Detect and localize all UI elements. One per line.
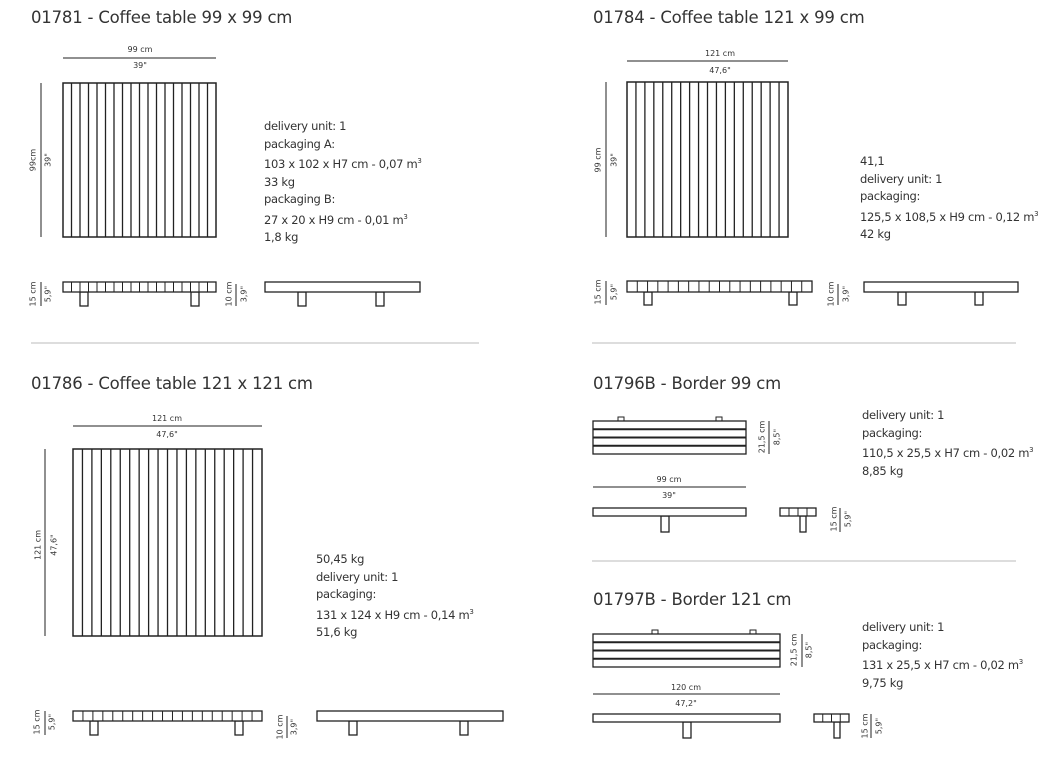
- spec-line: 9,75 kg: [862, 675, 904, 690]
- table-side-view: [316, 710, 504, 722]
- table-side-view: [72, 710, 263, 722]
- border-leg: [833, 721, 841, 739]
- table-leg: [788, 291, 798, 306]
- spec-line: packaging B:: [264, 192, 336, 207]
- table-leg: [234, 720, 244, 736]
- table-leg: [375, 291, 385, 307]
- depth-cm-label: 121 cm: [33, 529, 43, 561]
- product-title: 01797B - Border 121 cm: [593, 590, 792, 609]
- spec-list: delivery unit: 1 packaging A: 103 x 102 …: [264, 118, 422, 247]
- height2-in-label: 3,9": [239, 285, 249, 303]
- height2-in-label: 3,9": [289, 718, 299, 736]
- depth-cm-label: 99cm: [28, 148, 38, 172]
- spec-line: packaging:: [860, 189, 921, 204]
- spec-line: 50,45 kg: [316, 552, 365, 566]
- spec-line: 110,5 x 25,5 x H7 cm - 0,02 m3: [862, 446, 1034, 461]
- border-leg: [799, 515, 807, 533]
- spec-line: 103 x 102 x H7 cm - 0,07 m3: [264, 157, 422, 172]
- spec-line: 1,8 kg: [264, 230, 299, 245]
- depth-in-label: 39": [43, 153, 53, 167]
- spec-line: 125,5 x 108,5 x H9 cm - 0,12 m3: [860, 209, 1039, 224]
- width-cm-label: 99 cm: [127, 45, 153, 54]
- height-cm-label: 15 cm: [593, 279, 603, 305]
- spec-line: packaging:: [316, 587, 377, 602]
- height-cm-label: 15 cm: [32, 709, 42, 735]
- width-in-label: 39": [662, 491, 676, 500]
- product-title: 01786 - Coffee table 121 x 121 cm: [31, 374, 313, 393]
- width-cm-label: 99 cm: [656, 475, 682, 484]
- table-side-view: [863, 281, 1019, 293]
- spec-list: delivery unit: 1 packaging: 131 x 25,5 x…: [862, 619, 1023, 692]
- border-side-view: [592, 507, 747, 517]
- spec-line: 33 kg: [264, 174, 295, 189]
- height2-cm-label: 10 cm: [275, 714, 285, 740]
- table-leg: [459, 720, 469, 736]
- height2-cm-label: 10 cm: [224, 281, 234, 307]
- spec-line: delivery unit: 1: [862, 620, 945, 634]
- height-cm-label: 15 cm: [860, 713, 870, 739]
- border-leg: [660, 515, 670, 533]
- spec-line: 27 x 20 x H9 cm - 0,01 m3: [264, 212, 408, 227]
- front-height-cm-label: 21,5 cm: [789, 633, 799, 667]
- width-cm-label: 121 cm: [151, 414, 183, 423]
- front-height-in-label: 8,5": [772, 428, 782, 446]
- width-cm-label: 121 cm: [704, 49, 736, 58]
- height-in-label: 5,9": [47, 713, 57, 731]
- table-side-view: [264, 281, 421, 293]
- product-title: 01784 - Coffee table 121 x 99 cm: [593, 8, 865, 27]
- spec-line: 8,85 kg: [862, 463, 904, 478]
- depth-cm-label: 99 cm: [593, 147, 603, 173]
- spec-list: 50,45 kg delivery unit: 1 packaging: 131…: [316, 551, 474, 642]
- height-in-label: 5,9": [43, 285, 53, 303]
- depth-in-label: 39": [609, 153, 619, 167]
- table-leg: [897, 291, 907, 306]
- spec-line: packaging:: [862, 637, 923, 652]
- width-in-label: 47,2": [675, 699, 697, 708]
- border-side-view: [592, 713, 781, 723]
- height-in-label: 5,9": [843, 510, 853, 528]
- spec-line: 42 kg: [860, 227, 891, 242]
- spec-line: 131 x 124 x H9 cm - 0,14 m3: [316, 607, 474, 622]
- spec-line: 41,1: [860, 154, 885, 168]
- height2-in-label: 3,9": [841, 285, 851, 303]
- spec-line: delivery unit: 1: [862, 408, 945, 422]
- spec-line: delivery unit: 1: [316, 569, 399, 584]
- spec-line: delivery unit: 1: [264, 119, 347, 133]
- spec-list: 41,1 delivery unit: 1 packaging: 125,5 x…: [860, 153, 1039, 244]
- table-leg: [348, 720, 358, 736]
- spec-list: delivery unit: 1 packaging: 110,5 x 25,5…: [862, 407, 1034, 480]
- table-leg: [190, 291, 200, 307]
- height-cm-label: 15 cm: [28, 281, 38, 307]
- product-title: 01796B - Border 99 cm: [593, 374, 781, 393]
- width-in-label: 39": [133, 61, 147, 70]
- table-leg: [643, 291, 653, 306]
- height2-cm-label: 10 cm: [826, 281, 836, 307]
- width-in-label: 47,6": [709, 66, 731, 75]
- spec-line: packaging A:: [264, 136, 335, 151]
- spec-line: 131 x 25,5 x H7 cm - 0,02 m3: [862, 658, 1023, 673]
- height-in-label: 5,9": [609, 283, 619, 301]
- width-cm-label: 120 cm: [670, 683, 702, 692]
- table-leg: [79, 291, 89, 307]
- height-in-label: 5,9": [874, 717, 884, 735]
- spec-line: packaging:: [862, 425, 923, 440]
- front-height-cm-label: 21,5 cm: [757, 420, 767, 454]
- product-title: 01781 - Coffee table 99 x 99 cm: [31, 8, 293, 27]
- depth-in-label: 47,6": [49, 534, 59, 556]
- width-in-label: 47,6": [156, 430, 178, 439]
- table-leg: [974, 291, 984, 306]
- height-cm-label: 15 cm: [829, 506, 839, 532]
- table-leg: [89, 720, 99, 736]
- border-leg: [682, 721, 692, 739]
- spec-line: 51,6 kg: [316, 625, 358, 640]
- front-height-in-label: 8,5": [804, 641, 814, 659]
- table-leg: [297, 291, 307, 307]
- spec-line: delivery unit: 1: [860, 171, 943, 186]
